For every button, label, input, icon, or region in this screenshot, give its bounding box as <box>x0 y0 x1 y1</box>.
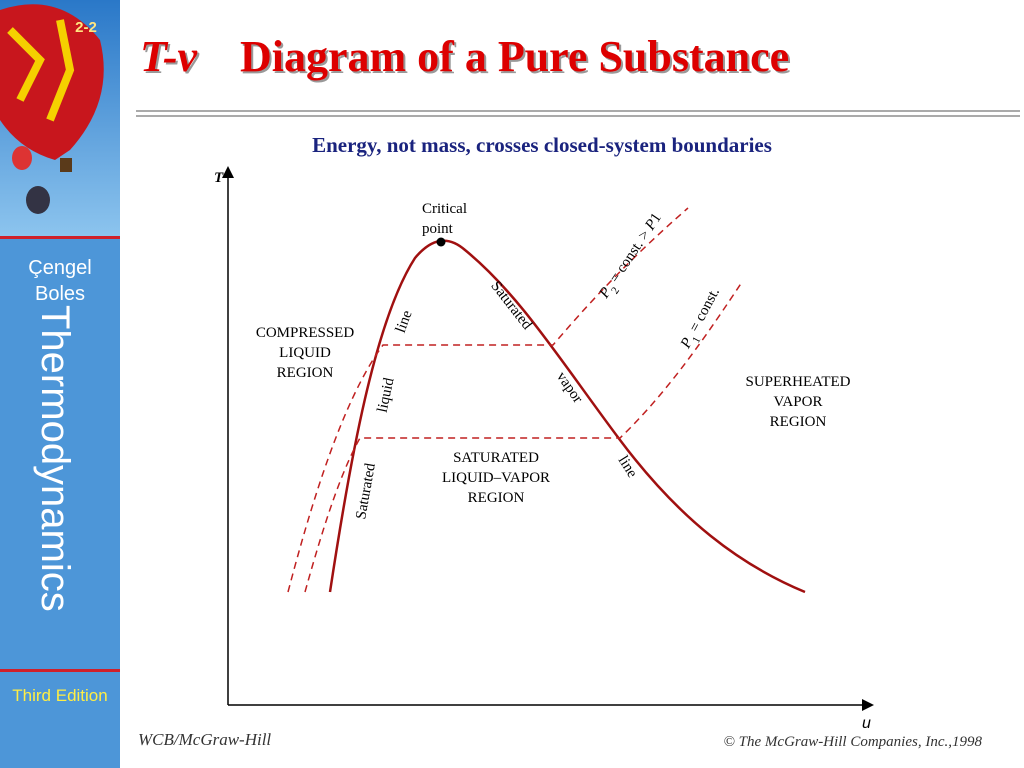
isobar-label: P2 = const. > P1 <box>596 210 669 304</box>
balloon-art <box>0 4 104 214</box>
region-label: REGION <box>468 490 525 506</box>
critical-point-label: Critical <box>422 201 467 217</box>
region-label: COMPRESSED <box>256 325 355 341</box>
author: Boles <box>35 283 85 305</box>
region-label: VAPOR <box>774 394 823 410</box>
title-shadow: T-v <box>142 34 199 83</box>
book-title: Thermodynamics <box>33 305 77 612</box>
region-label: LIQUID <box>279 345 331 361</box>
isobar-label: P1 = const. <box>677 285 727 354</box>
isobar-label-part: = const. <box>685 285 723 338</box>
region-label: SATURATED <box>453 450 539 466</box>
region-label: SUPERHEATED <box>745 374 850 390</box>
critical-point <box>436 237 446 247</box>
curve-label: line <box>393 308 416 335</box>
isobar <box>304 281 743 593</box>
region-label: LIQUID–VAPOR <box>442 470 550 486</box>
y-axis-label: T <box>214 170 224 186</box>
curve-label: Saturated <box>487 278 535 333</box>
author: Çengel <box>28 257 91 279</box>
isobar-label-part: = const. > <box>605 224 656 289</box>
saturation-dome <box>328 239 806 594</box>
title-shadow: Diagram of a Pure Substance <box>242 34 791 83</box>
region-label: REGION <box>770 414 827 430</box>
isobar-label-part: 2 <box>609 285 622 296</box>
title-text: Diagram of a Pure Substance <box>240 32 789 81</box>
critical-point-label: point <box>422 221 454 237</box>
isobar-label-part: 1 <box>690 335 703 345</box>
subtitle: Energy, not mass, crosses closed-system … <box>312 133 772 157</box>
divider <box>0 236 120 239</box>
curve-label: Saturated <box>353 462 379 521</box>
divider <box>0 669 120 672</box>
x-axis-label: u <box>862 715 871 732</box>
isobar <box>287 207 689 593</box>
region-label: REGION <box>277 365 334 381</box>
title: T-v T-v Diagram of a Pure Substance Diag… <box>140 32 791 83</box>
title-italic: T-v <box>140 32 197 81</box>
footer: WCB/McGraw-Hill <box>138 730 271 749</box>
curve-label: line <box>615 453 641 481</box>
slide-number: 2-2 <box>75 19 97 36</box>
footer: © The McGraw-Hill Companies, Inc.,1998 <box>724 734 983 750</box>
curve-label: liquid <box>375 376 398 414</box>
edition: Third Edition <box>12 686 107 705</box>
diagram: T u <box>214 166 874 732</box>
